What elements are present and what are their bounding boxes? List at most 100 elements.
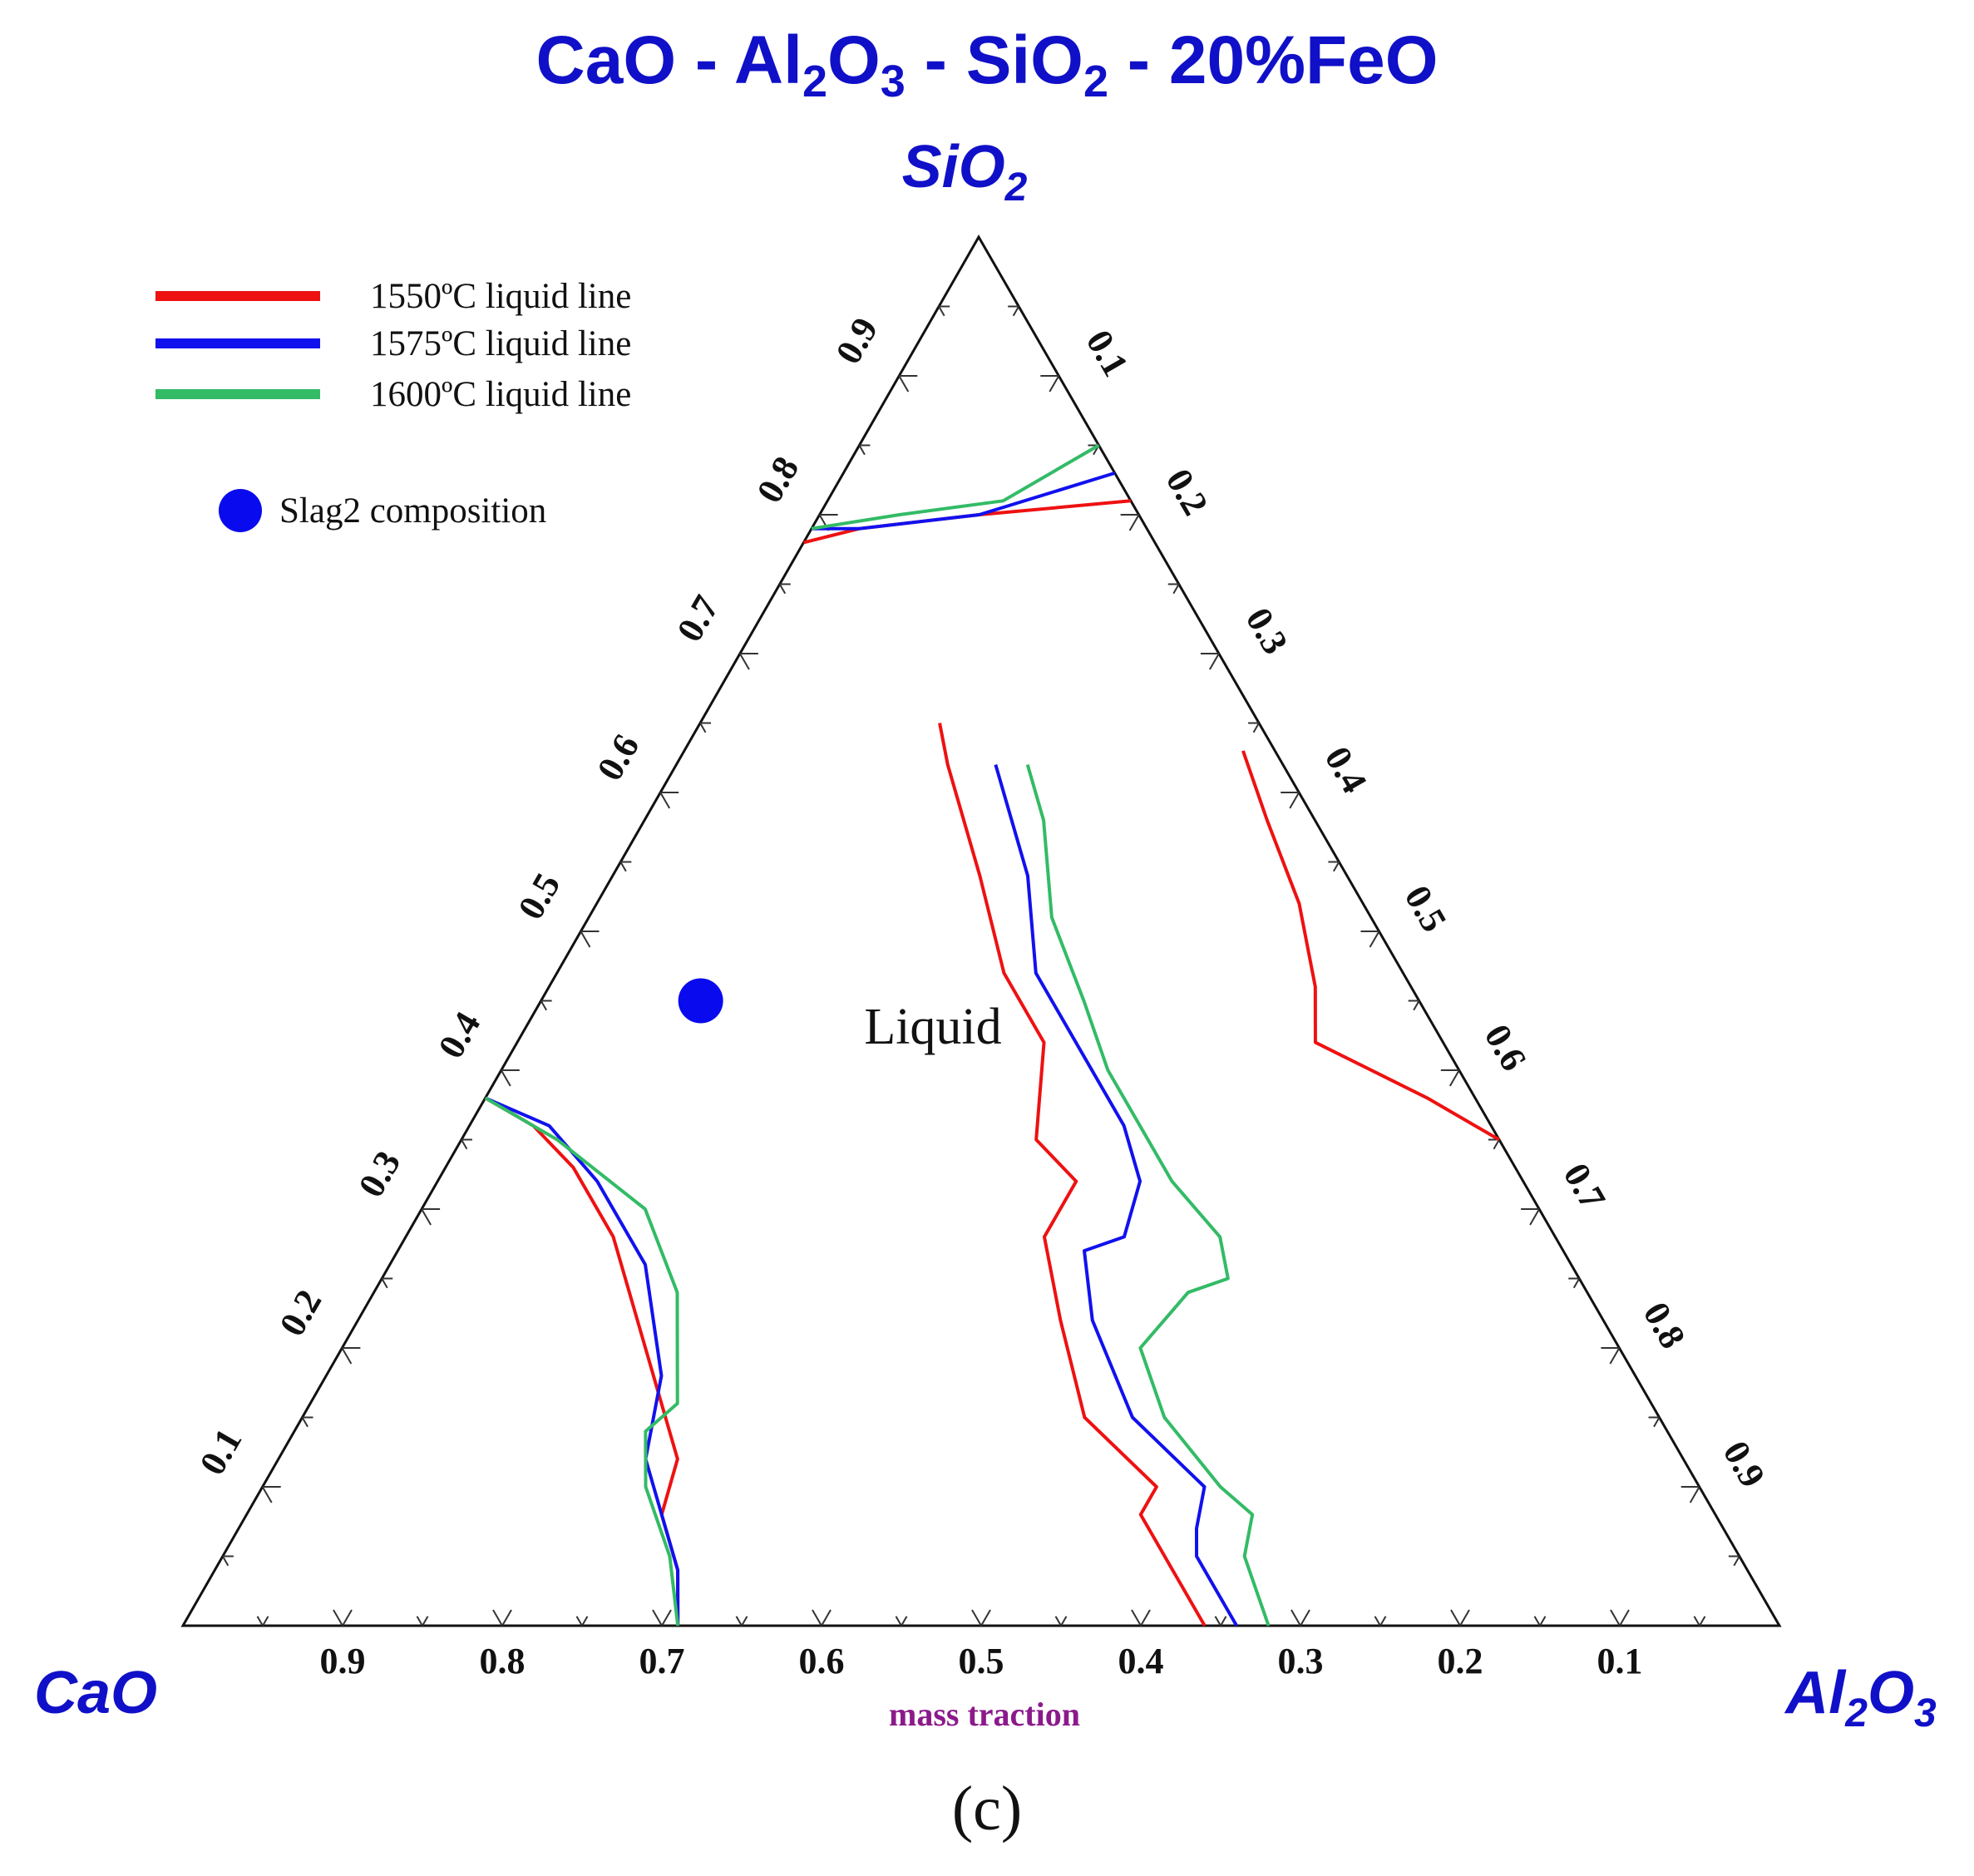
tick-label-right: 0.5 [1397, 879, 1455, 939]
tick-mark [858, 444, 866, 456]
tick-mark [1493, 1138, 1500, 1150]
tick-label-bottom: 0.4 [1118, 1641, 1164, 1681]
tick-mark [1529, 1208, 1540, 1226]
tick-label-bottom: 0.1 [1597, 1641, 1643, 1681]
tick-label-bottom: 0.5 [959, 1641, 1004, 1681]
tick-mark [1539, 1616, 1547, 1627]
tick-label-right: 0.1 [1078, 323, 1137, 383]
tick-label-right: 0.2 [1158, 462, 1216, 522]
tick-label-left: 0.5 [510, 866, 568, 926]
tick-mark [1252, 722, 1260, 733]
tick-mark [261, 1486, 273, 1503]
tick-mark [901, 1616, 908, 1627]
left-tick-labels: 0.1 0.2 0.3 0.4 0.5 0.6 0.7 0.8 0.9 [191, 311, 886, 1482]
liquidus-line-1600-segment-3 [1025, 764, 1271, 1627]
tick-label-left: 0.6 [589, 728, 647, 787]
liquidus-curves [484, 443, 1500, 1627]
tick-mark [1128, 514, 1140, 531]
tick-mark [1214, 1616, 1221, 1627]
tick-label-left: 0.9 [827, 311, 886, 371]
chart-title: CaO - Al2O3 - SiO2 - 20%FeO [536, 22, 1439, 106]
tick-mark [1054, 1616, 1062, 1627]
tick-mark [342, 1609, 353, 1627]
tick-label-right: 0.9 [1715, 1434, 1774, 1494]
tick-label-left: 0.7 [669, 589, 727, 649]
tick-mark [421, 1208, 432, 1226]
tick-mark [1369, 931, 1380, 948]
tick-mark [661, 1609, 672, 1627]
tick-mark [540, 1000, 548, 1011]
vertex-label-al2o3: Al2O3 [1784, 1660, 1937, 1735]
tick-mark [1300, 1609, 1310, 1627]
tick-marks [221, 305, 1740, 1627]
tick-mark [1332, 861, 1340, 872]
tick-mark [1450, 1609, 1461, 1627]
tick-mark [1060, 1616, 1068, 1627]
tick-mark [739, 653, 750, 670]
tick-label-right: 0.7 [1556, 1157, 1614, 1217]
tick-mark [1131, 1609, 1142, 1627]
legend-marker-slag2 [219, 489, 262, 532]
tick-mark [1012, 305, 1020, 317]
tick-mark [501, 1609, 512, 1627]
tick-mark [416, 1616, 423, 1627]
tick-mark [1533, 1616, 1541, 1627]
tick-mark [580, 931, 591, 948]
right-tick-labels: 0.1 0.2 0.3 0.4 0.5 0.6 0.7 0.8 0.9 [1078, 323, 1774, 1494]
tick-label-left: 0.8 [748, 450, 807, 510]
tick-label-right: 0.6 [1477, 1018, 1535, 1078]
tick-mark [812, 1609, 822, 1627]
tick-mark [1459, 1609, 1470, 1627]
tick-mark [422, 1616, 429, 1627]
tick-mark [1572, 1277, 1581, 1289]
tick-mark [980, 1609, 991, 1627]
tick-mark [1220, 1616, 1227, 1627]
tick-label-right: 0.3 [1238, 601, 1296, 661]
slag2-composition-point [678, 978, 723, 1024]
tick-mark [1733, 1555, 1740, 1567]
tick-label-bottom: 0.2 [1438, 1641, 1483, 1681]
tick-mark [262, 1616, 269, 1627]
bottom-tick-labels: 0.9 0.8 0.7 0.6 0.5 0.4 0.3 0.2 0.1 [320, 1641, 1643, 1681]
tick-mark [1693, 1616, 1700, 1627]
liquidus-line-1550-segment-4 [938, 723, 1207, 1627]
tick-mark [575, 1616, 583, 1627]
legend-label-slag2: Slag2 composition [279, 491, 546, 531]
tick-mark [381, 1277, 388, 1289]
tick-mark [1172, 583, 1180, 595]
region-label-liquid: Liquid [864, 999, 1001, 1055]
tick-mark [1049, 375, 1060, 392]
tick-label-bottom: 0.7 [639, 1641, 685, 1681]
liquidus-line-1575-segment-3 [994, 764, 1238, 1627]
tick-mark [221, 1555, 229, 1567]
vertex-label-cao: CaO [34, 1660, 157, 1726]
tick-mark [778, 583, 787, 595]
tick-mark [1209, 653, 1220, 670]
tick-mark [500, 1069, 511, 1087]
tick-mark [461, 1138, 468, 1150]
tick-mark [333, 1609, 343, 1627]
vertex-label-sio2: SiO2 [902, 134, 1028, 210]
legend-label-1550: 1550ºC liquid line [370, 277, 631, 316]
ternary-frame [180, 234, 1782, 1627]
tick-mark [1413, 1000, 1420, 1011]
tick-mark [821, 1609, 832, 1627]
tick-mark [1653, 1416, 1661, 1428]
tick-mark [1291, 1609, 1301, 1627]
tick-mark [1374, 1616, 1381, 1627]
axis-label-mass-fraction: mass traction [889, 1696, 1080, 1733]
tick-mark [971, 1609, 982, 1627]
tick-mark [659, 792, 671, 809]
tick-mark [699, 722, 707, 733]
tick-mark [581, 1616, 589, 1627]
tick-mark [735, 1616, 743, 1627]
legend-label-1600: 1600ºC liquid line [370, 375, 631, 414]
tick-mark [1609, 1347, 1621, 1365]
tick-mark [492, 1609, 503, 1627]
tick-mark [1610, 1609, 1621, 1627]
tick-mark [301, 1416, 308, 1428]
liquidus-line-1550-segment-2 [484, 1096, 680, 1627]
tick-label-bottom: 0.3 [1278, 1641, 1324, 1681]
tick-mark [741, 1616, 748, 1627]
tick-mark [1699, 1616, 1706, 1627]
